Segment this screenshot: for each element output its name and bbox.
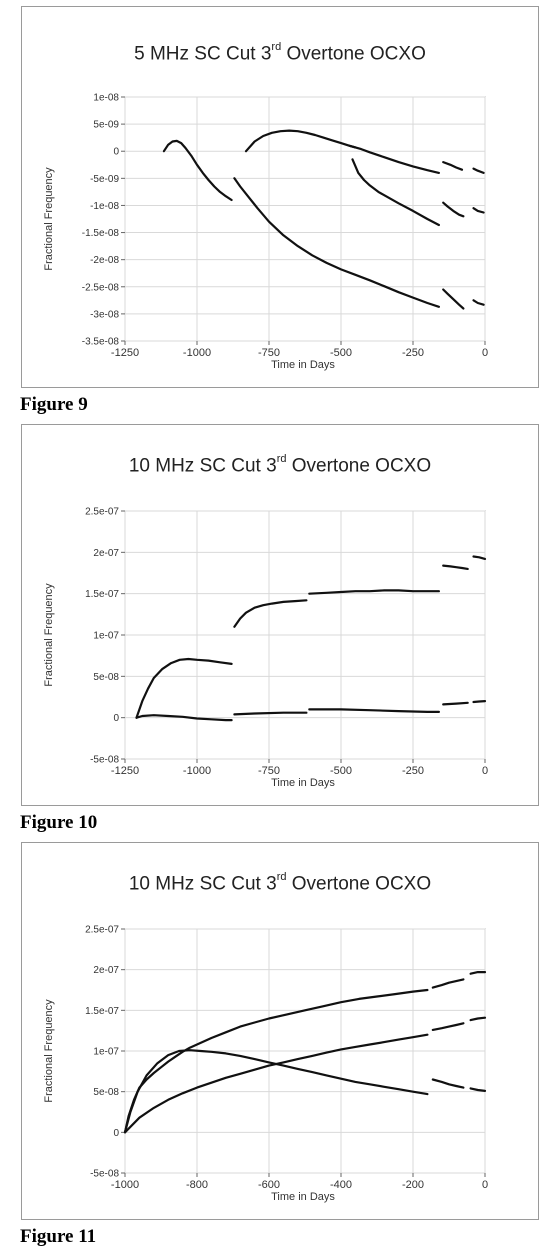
y-tick-label: 5e-09 bbox=[93, 120, 119, 131]
y-tick-label: 0 bbox=[113, 147, 119, 158]
y-tick-label: 2e-07 bbox=[93, 548, 119, 559]
chart-panel-1: 5 MHz SC Cut 3rd Overtone OCXO 1e-08 5e-0… bbox=[21, 6, 539, 388]
x-tick-label: -1000 bbox=[111, 1179, 139, 1191]
y-axis-label: Fractional Frequency bbox=[43, 167, 55, 271]
x-tick-label: 0 bbox=[482, 1179, 488, 1191]
x-axis-label: Time in Days bbox=[271, 777, 335, 789]
series-3-line bbox=[233, 599, 308, 628]
series-5-line bbox=[351, 158, 440, 227]
chart-panel-3: 10 MHz SC Cut 3rd Overtone OCXO 2.5e-07 2… bbox=[21, 842, 539, 1220]
y-axis-label: Fractional Frequency bbox=[43, 999, 55, 1103]
series-1-line bbox=[123, 988, 429, 1134]
y-tick-label: -5e-08 bbox=[90, 755, 119, 766]
figure-caption-9: Figure 9 bbox=[20, 394, 88, 415]
series-1-line bbox=[135, 657, 233, 719]
series-10-line bbox=[472, 207, 485, 214]
x-axis-label: Time in Days bbox=[271, 1191, 335, 1203]
series-8-line bbox=[442, 701, 469, 706]
y-tick-label: 1.5e-07 bbox=[85, 589, 119, 600]
series-3-line bbox=[469, 971, 487, 975]
y-tick-label: -3.5e-08 bbox=[82, 337, 120, 348]
series-4-line bbox=[123, 1049, 429, 1134]
series-2-line bbox=[135, 714, 233, 722]
chart-svg-1: 1e-08 5e-09 0 -5e-09 -1e-08 -1.5e-08 -2e-08 -2.… bbox=[43, 93, 488, 372]
series-4-line bbox=[233, 711, 308, 716]
series-1-line bbox=[162, 139, 233, 202]
y-tick-label: 0 bbox=[113, 1128, 119, 1139]
y-tick-label: 1e-08 bbox=[93, 93, 119, 104]
figure-caption-10: Figure 10 bbox=[20, 812, 98, 833]
x-tick-label: -1250 bbox=[111, 347, 139, 359]
chart-svg-2: 2.5e-07 2e-07 1.5e-07 1e-07 5e-08 0 -5e-08-125… bbox=[43, 507, 488, 790]
series-11-line bbox=[472, 299, 485, 306]
series-4-line bbox=[348, 144, 440, 174]
series-8-line bbox=[431, 1022, 465, 1031]
series-5-line bbox=[431, 1078, 465, 1089]
series-3-line bbox=[244, 129, 357, 153]
x-tick-label: -750 bbox=[258, 347, 280, 359]
series-6-line bbox=[442, 161, 464, 171]
figure-caption-11: Figure 11 bbox=[20, 1226, 97, 1247]
x-tick-label: -500 bbox=[330, 347, 352, 359]
x-tick-label: 0 bbox=[482, 765, 488, 777]
x-tick-label: 0 bbox=[482, 347, 488, 359]
series-6-line bbox=[469, 1087, 487, 1092]
chart-title-2: 10 MHz SC Cut 3rd Overtone OCXO bbox=[128, 453, 432, 477]
x-tick-label: -250 bbox=[402, 347, 424, 359]
y-tick-label: 2.5e-07 bbox=[85, 925, 119, 936]
y-tick-label: 1e-07 bbox=[93, 1047, 119, 1058]
series-6-line bbox=[308, 708, 440, 713]
y-tick-label: -1.5e-08 bbox=[82, 228, 120, 239]
y-tick-label: -1e-08 bbox=[90, 201, 119, 212]
y-tick-label: 2.5e-07 bbox=[85, 507, 119, 518]
series-7-line bbox=[442, 201, 465, 218]
series-9-line bbox=[472, 555, 487, 560]
x-tick-label: -750 bbox=[258, 765, 280, 777]
chart-title-1: 5 MHz SC Cut 3rd Overtone OCXO bbox=[134, 41, 426, 65]
series-7-line bbox=[442, 564, 469, 570]
x-tick-label: -250 bbox=[402, 765, 424, 777]
y-tick-label: 5e-08 bbox=[93, 672, 119, 683]
x-tick-label: -400 bbox=[330, 1179, 352, 1191]
x-tick-label: -600 bbox=[258, 1179, 280, 1191]
x-axis-label: Time in Days bbox=[271, 359, 335, 371]
x-tick-label: -1000 bbox=[183, 347, 211, 359]
y-tick-label: 5e-08 bbox=[93, 1087, 119, 1098]
x-tick-label: -1000 bbox=[183, 765, 211, 777]
series-8-line bbox=[442, 288, 465, 310]
plot-area bbox=[124, 96, 486, 342]
series-7-line bbox=[123, 1033, 429, 1134]
series-2-line bbox=[233, 177, 440, 308]
y-tick-label: 2e-07 bbox=[93, 965, 119, 976]
series-9-line bbox=[472, 167, 485, 174]
x-tick-label: -1250 bbox=[111, 765, 139, 777]
series-2-line bbox=[431, 978, 465, 989]
y-tick-label: -2.5e-08 bbox=[82, 282, 120, 293]
series-10-line bbox=[472, 700, 487, 704]
y-tick-label: -2e-08 bbox=[90, 255, 119, 266]
y-axis-label: Fractional Frequency bbox=[43, 583, 55, 687]
y-tick-label: 0 bbox=[113, 713, 119, 724]
series-9-line bbox=[469, 1016, 487, 1022]
x-tick-label: -800 bbox=[186, 1179, 208, 1191]
chart-panel-2: 10 MHz SC Cut 3rd Overtone OCXO 2.5e-07 2… bbox=[21, 424, 539, 806]
x-tick-label: -200 bbox=[402, 1179, 424, 1191]
chart-title-3: 10 MHz SC Cut 3rd Overtone OCXO bbox=[128, 871, 432, 895]
series-5-line bbox=[308, 589, 440, 595]
y-tick-label: -5e-09 bbox=[90, 174, 119, 185]
y-tick-label: -5e-08 bbox=[90, 1169, 119, 1180]
y-tick-label: 1e-07 bbox=[93, 631, 119, 642]
y-tick-label: -3e-08 bbox=[90, 309, 119, 320]
x-tick-label: -500 bbox=[330, 765, 352, 777]
chart-svg-3: 2.5e-07 2e-07 1.5e-07 1e-07 5e-08 0 -5e-08-100… bbox=[43, 925, 488, 1204]
y-tick-label: 1.5e-07 bbox=[85, 1006, 119, 1017]
